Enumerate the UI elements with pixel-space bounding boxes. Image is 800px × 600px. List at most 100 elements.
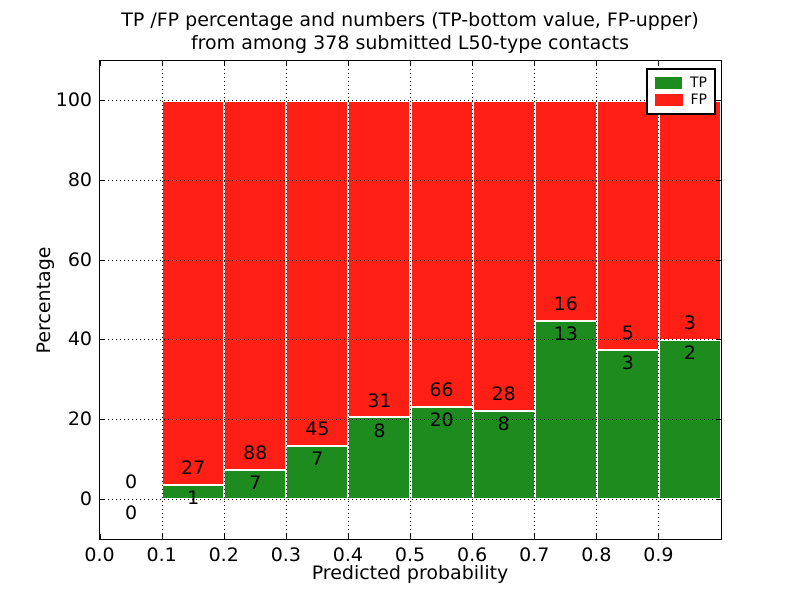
tp-count-label: 13: [553, 323, 578, 346]
bar-segment-fp: [658, 100, 721, 340]
x-tick-mark: [347, 534, 349, 539]
bar-segment-tp: [286, 445, 349, 500]
x-tick-mark: [161, 61, 163, 66]
x-gridline: [658, 61, 660, 539]
bar-segment-tp: [596, 349, 659, 500]
x-tick-mark: [410, 534, 411, 539]
y-tick-mark: [100, 180, 105, 181]
x-gridline: [347, 61, 349, 539]
x-tick-mark: [534, 61, 536, 66]
y-tick-mark: [100, 419, 105, 420]
legend-item-tp: TP: [655, 76, 707, 90]
tp-count-label: 2: [683, 342, 696, 365]
x-gridline: [161, 61, 163, 539]
x-gridline: [534, 61, 536, 539]
y-tick-mark: [100, 259, 105, 261]
x-tick-mark: [596, 534, 598, 539]
bar-segment-tp: [534, 320, 597, 500]
y-tick-label: 40: [67, 328, 92, 351]
tp-count-label: 8: [373, 419, 386, 442]
y-tick-mark: [100, 339, 105, 341]
fp-count-label: 3: [683, 312, 696, 335]
y-gridline: [100, 498, 721, 500]
x-axis-label: Predicted probability: [311, 562, 509, 584]
tp-legend-swatch: [655, 76, 682, 89]
x-tick-mark: [472, 61, 474, 66]
x-tick-mark: [596, 61, 598, 66]
fp-count-label: 45: [305, 417, 330, 440]
bar-segment-tp: [410, 406, 473, 500]
fp-count-label: 66: [429, 378, 454, 401]
plot-area: TP FP 0 0 27 1 88 7 45 7 31 8 66 20 28 8 16 13 5 3 3 2: [99, 60, 722, 540]
tp-count-label: 7: [311, 448, 324, 471]
y-gridline: [100, 419, 721, 420]
y-tick-mark: [716, 339, 721, 341]
tp-count-label: 1: [187, 487, 200, 510]
fp-count-label: 0: [125, 471, 138, 494]
x-gridline: [223, 61, 225, 539]
x-gridline: [472, 61, 474, 539]
x-tick-label: 0.6: [456, 544, 488, 566]
x-tick-label: 0.3: [270, 544, 301, 566]
y-tick-mark: [716, 419, 721, 420]
x-tick-label: 0.5: [394, 544, 426, 566]
x-tick-mark: [99, 61, 101, 66]
y-tick-label: 20: [67, 408, 92, 430]
x-tick-mark: [99, 534, 101, 539]
x-tick-label: 0.1: [146, 544, 177, 566]
bar-segment-fp: [162, 100, 225, 485]
x-gridline: [596, 61, 598, 539]
x-tick-mark: [658, 61, 660, 66]
bar-segment-fp: [224, 100, 287, 470]
y-tick-label: 100: [55, 89, 92, 112]
y-tick-mark: [716, 100, 721, 102]
fp-count-label: 5: [621, 322, 634, 345]
y-gridline: [100, 100, 721, 102]
bar-segment-fp: [348, 100, 411, 418]
y-tick-mark: [716, 259, 721, 261]
x-tick-mark: [223, 534, 225, 539]
bar-segment-tp: [348, 417, 411, 500]
x-tick-mark: [534, 534, 536, 539]
fp-count-label: 16: [553, 292, 578, 315]
x-tick-label: 0.4: [332, 544, 363, 566]
bar-segment-fp: [534, 100, 597, 321]
tp-count-label: 20: [429, 409, 454, 432]
bar-segment-tp: [162, 484, 225, 500]
chart-title-line1: TP /FP percentage and numbers (TP-bottom…: [121, 9, 699, 31]
x-tick-mark: [347, 61, 349, 66]
y-tick-mark: [100, 100, 105, 102]
fp-count-label: 27: [181, 457, 206, 480]
y-tick-label: 80: [67, 169, 92, 191]
x-tick-label: 0.2: [208, 544, 239, 566]
bar-segment-tp: [224, 469, 287, 500]
chart-title: TP /FP percentage and numbers (TP-bottom…: [99, 9, 721, 55]
x-tick-mark: [285, 534, 287, 539]
x-tick-mark: [410, 61, 411, 66]
x-gridline: [285, 61, 287, 539]
bar-segment-fp: [472, 100, 535, 411]
x-tick-label: 0.8: [581, 544, 612, 566]
bar-segment-fp: [410, 100, 473, 407]
x-tick-mark: [285, 61, 287, 66]
fp-count-label: 28: [491, 382, 516, 405]
y-gridline: [100, 339, 721, 341]
x-tick-label: 0.0: [84, 544, 115, 566]
y-gridline: [100, 259, 721, 261]
x-tick-mark: [658, 534, 660, 539]
x-tick-label: 0.9: [643, 544, 674, 566]
bar-segment-fp: [286, 100, 349, 446]
x-gridline: [410, 61, 411, 539]
y-gridline: [100, 180, 721, 181]
x-tick-mark: [161, 534, 163, 539]
legend: TP FP: [646, 68, 716, 115]
fp-count-label: 31: [367, 389, 392, 412]
fp-legend-label: FP: [690, 92, 708, 109]
y-tick-label: 60: [67, 248, 92, 271]
tp-legend-label: TP: [690, 74, 707, 91]
y-tick-mark: [716, 498, 721, 500]
y-tick-label: 0: [79, 487, 92, 510]
tp-count-label: 0: [125, 501, 138, 524]
x-tick-mark: [223, 61, 225, 66]
